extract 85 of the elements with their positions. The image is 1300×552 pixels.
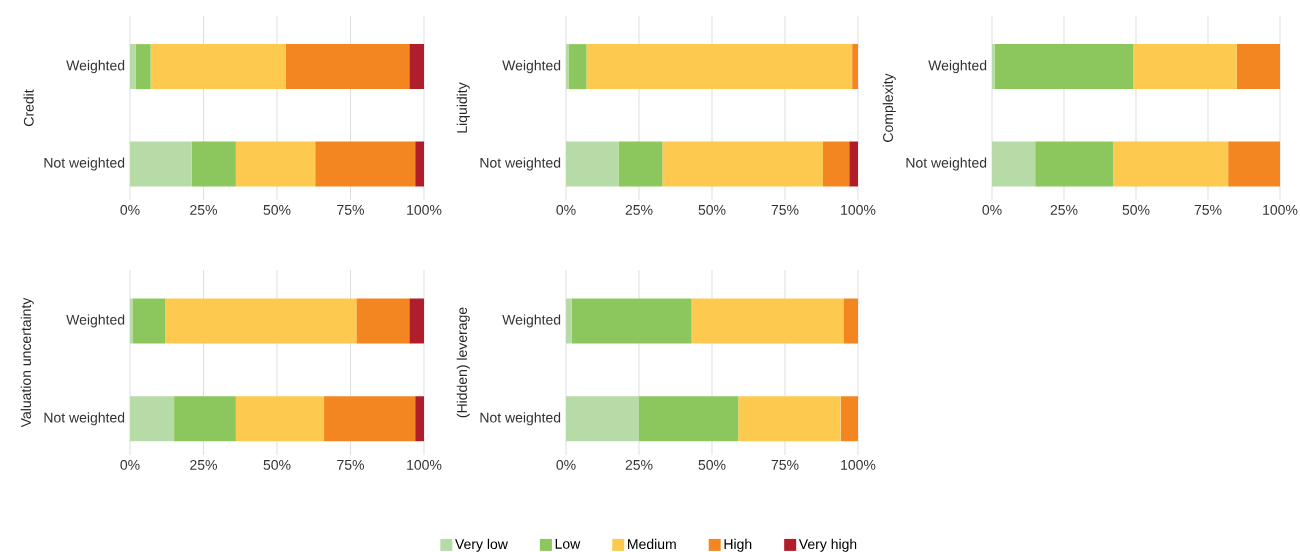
x-tick-label: 50% xyxy=(263,459,291,470)
y-tick-label: Weighted xyxy=(66,314,125,328)
x-tick-label: 50% xyxy=(698,204,726,215)
x-tick-label: 75% xyxy=(1194,204,1222,215)
x-tick-label: 75% xyxy=(771,459,799,470)
bar xyxy=(324,396,416,442)
bar xyxy=(852,44,858,90)
y-tick-label: Not weighted xyxy=(480,412,561,426)
x-tick-label: 100% xyxy=(841,204,876,215)
x-tick-label: 100% xyxy=(407,204,442,215)
bar xyxy=(1112,141,1229,187)
y-tick-label: Weighted xyxy=(928,60,987,74)
y-axis-title: Credit xyxy=(23,89,34,126)
y-tick-label: Not weighted xyxy=(44,412,125,426)
bar xyxy=(135,44,151,90)
x-tick-label: 0% xyxy=(120,204,140,215)
y-axis-title: Valuation uncertainty xyxy=(20,297,34,428)
x-tick-label: 0% xyxy=(556,204,576,215)
y-axis-title: Complexity xyxy=(882,73,896,142)
bar xyxy=(1228,141,1280,187)
bar xyxy=(415,141,424,187)
bar xyxy=(1236,44,1280,90)
bar xyxy=(130,141,192,187)
y-tick-label: Not weighted xyxy=(906,157,987,171)
x-tick-label: 0% xyxy=(982,204,1002,215)
x-tick-label: 100% xyxy=(407,459,442,470)
bar xyxy=(409,298,424,344)
bar xyxy=(568,44,587,90)
bar xyxy=(994,44,1134,90)
bar xyxy=(992,141,1036,187)
x-tick-label: 25% xyxy=(190,204,217,215)
bar xyxy=(849,141,858,187)
legend-label: Low xyxy=(555,539,581,549)
bar xyxy=(409,44,424,90)
x-tick-label: 75% xyxy=(337,459,364,470)
bar xyxy=(132,298,166,344)
bar xyxy=(691,298,844,344)
bar xyxy=(618,141,663,187)
y-tick-label: Not weighted xyxy=(480,157,561,171)
bar xyxy=(235,141,316,187)
x-tick-label: 75% xyxy=(771,204,799,215)
bar xyxy=(191,141,236,187)
bar xyxy=(639,396,739,442)
x-tick-label: 100% xyxy=(841,459,876,470)
y-tick-label: Not weighted xyxy=(44,157,125,171)
bar xyxy=(415,396,424,442)
x-tick-label: 50% xyxy=(1122,204,1150,215)
y-tick-label: Weighted xyxy=(502,60,561,74)
bar xyxy=(571,298,692,344)
legend-label: Very low xyxy=(455,538,508,552)
bar xyxy=(130,396,175,442)
legend-label: Very high xyxy=(798,538,857,552)
bar xyxy=(285,44,410,90)
x-tick-label: 50% xyxy=(698,459,726,470)
y-axis-title: (Hidden) leverage xyxy=(456,307,470,418)
bar xyxy=(235,396,325,442)
x-tick-label: 75% xyxy=(337,204,364,215)
bar xyxy=(662,141,823,187)
bar xyxy=(586,44,853,90)
x-tick-label: 0% xyxy=(556,459,576,470)
legend-label: Medium xyxy=(628,538,676,550)
bar xyxy=(1035,141,1113,187)
bar xyxy=(165,298,357,344)
y-tick-label: Weighted xyxy=(66,60,125,74)
x-tick-label: 25% xyxy=(625,459,653,470)
y-tick-label: Weighted xyxy=(502,314,561,328)
bar xyxy=(566,141,619,187)
bar xyxy=(1133,44,1237,90)
bar xyxy=(150,44,286,90)
bar xyxy=(356,298,410,344)
bar xyxy=(566,396,640,442)
x-tick-label: 25% xyxy=(190,459,218,470)
x-tick-label: 25% xyxy=(625,204,653,215)
x-tick-label: 0% xyxy=(120,459,140,470)
bar xyxy=(315,141,416,187)
bar xyxy=(822,141,850,187)
bar xyxy=(843,298,858,344)
x-tick-label: 50% xyxy=(263,204,291,215)
y-axis-title: Liquidity xyxy=(456,82,470,133)
bar xyxy=(840,396,858,442)
x-tick-label: 100% xyxy=(1263,204,1298,215)
legend-label: High xyxy=(724,538,752,552)
bar xyxy=(738,396,841,442)
bar xyxy=(174,396,236,442)
x-tick-label: 25% xyxy=(1050,204,1078,215)
